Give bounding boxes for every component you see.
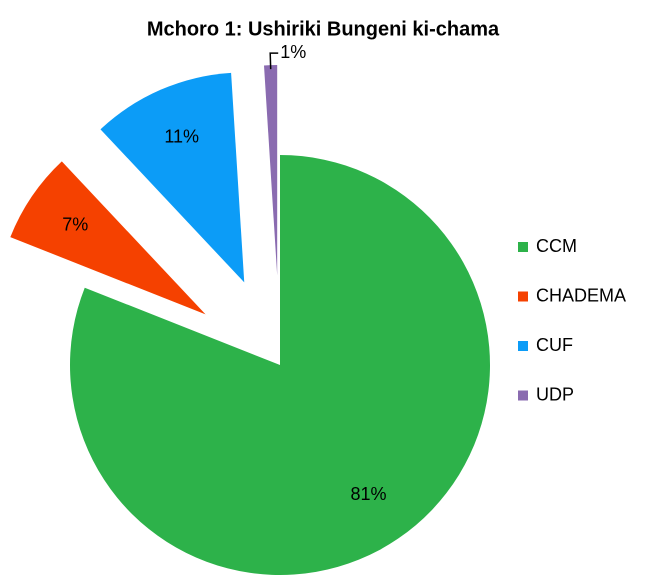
data-label: 11% <box>164 127 199 147</box>
legend-label: CUF <box>536 335 573 355</box>
leader-line <box>269 52 279 70</box>
pie-slice <box>100 72 245 283</box>
data-label: 7% <box>62 215 88 235</box>
pie-slice <box>263 65 278 276</box>
data-label: 1% <box>280 42 306 62</box>
chart-title: Mchoro 1: Ushiriki Bungeni ki-chama <box>147 18 500 40</box>
pie-slice <box>69 155 491 575</box>
data-label: 81% <box>351 484 387 504</box>
legend-swatch <box>518 291 528 302</box>
legend-label: CHADEMA <box>536 285 626 305</box>
legend-swatch <box>518 390 528 401</box>
legend-swatch <box>518 242 528 252</box>
legend-swatch <box>518 341 528 351</box>
legend-label: CCM <box>536 236 577 256</box>
legend-label: UDP <box>536 384 574 404</box>
pie-slice <box>10 161 206 315</box>
